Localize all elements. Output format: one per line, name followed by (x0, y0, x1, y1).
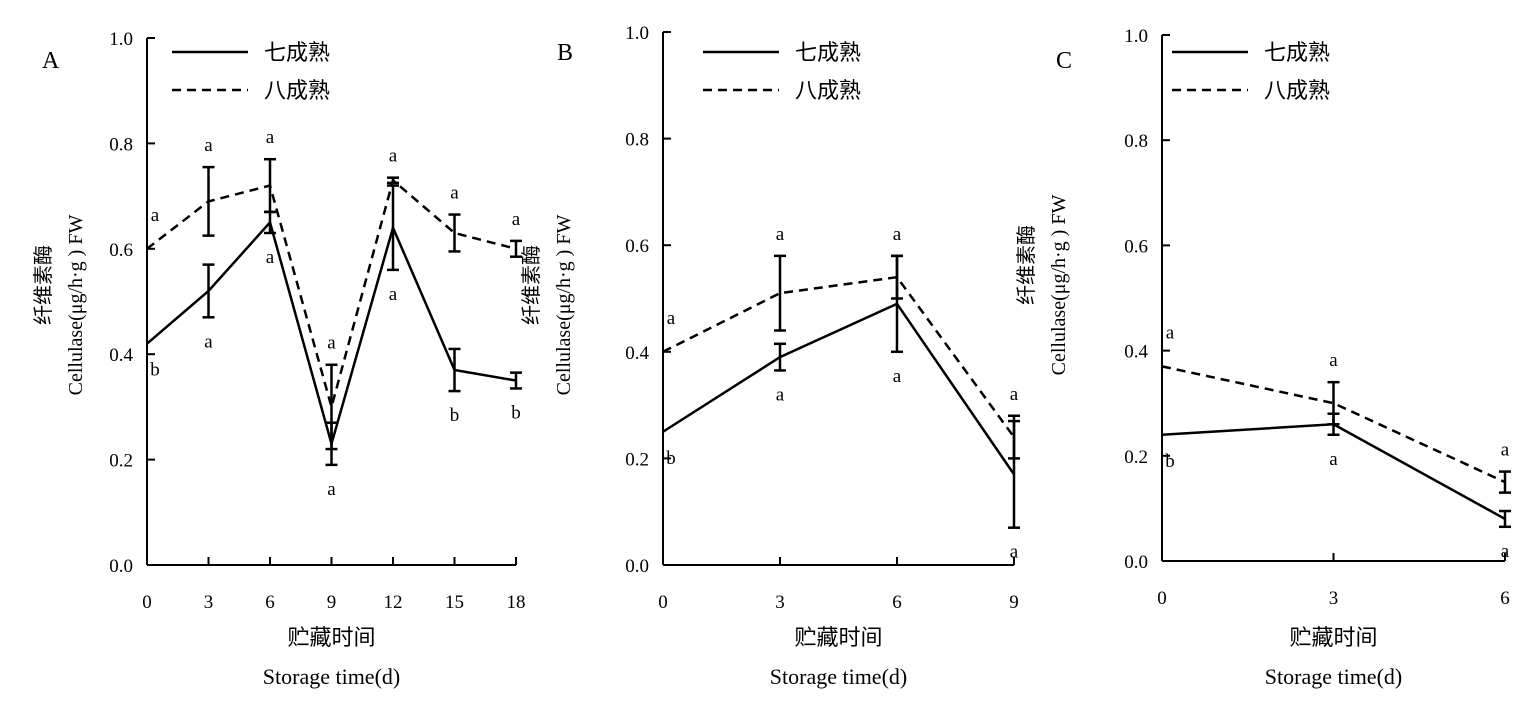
significance-label: a (204, 135, 213, 156)
y-tick-label: 0.2 (625, 449, 649, 470)
significance-label: b (150, 360, 160, 381)
significance-label: a (893, 366, 902, 387)
significance-label: b (1165, 451, 1175, 472)
x-tick-label: 18 (507, 592, 526, 613)
significance-label: a (1329, 449, 1338, 470)
x-tick-label: 9 (1009, 592, 1019, 613)
significance-label: a (1010, 542, 1019, 563)
legend-label: 八成熟 (1264, 78, 1330, 103)
legend-label: 八成熟 (264, 78, 330, 103)
x-axis-label-cn: 贮藏时间 (1289, 625, 1377, 650)
y-tick-label: 0.2 (109, 451, 133, 472)
y-tick-label: 1.0 (1124, 26, 1148, 47)
significance-label: b (450, 405, 460, 426)
x-axis-label: Storage time(d) (1265, 664, 1402, 689)
x-tick-label: 6 (892, 592, 902, 613)
y-tick-label: 0.2 (1124, 447, 1148, 468)
significance-label: a (389, 284, 398, 305)
y-tick-label: 0.8 (625, 130, 649, 151)
y-axis-label-cn: 纤维素酶 (1015, 225, 1038, 305)
significance-label: a (450, 183, 459, 204)
x-tick-label: 3 (204, 592, 214, 613)
significance-label: a (1501, 541, 1510, 562)
y-tick-label: 1.0 (625, 23, 649, 44)
panel-letter: B (557, 40, 573, 66)
legend-label: 七成熟 (1264, 40, 1330, 65)
y-tick-label: 0.0 (1124, 552, 1148, 573)
significance-label: a (1329, 350, 1338, 371)
y-tick-label: 1.0 (109, 29, 133, 50)
panel-letter: A (42, 48, 60, 74)
legend-label: 八成熟 (795, 78, 861, 103)
x-axis-label-cn: 贮藏时间 (794, 625, 882, 650)
significance-label: a (893, 224, 902, 245)
significance-label: a (776, 224, 785, 245)
significance-label: a (512, 209, 521, 230)
y-tick-label: 0.6 (1124, 236, 1148, 257)
significance-label: a (151, 205, 160, 226)
x-axis-label-cn: 贮藏时间 (287, 625, 375, 650)
x-tick-label: 3 (1329, 588, 1339, 609)
x-axis-label: Storage time(d) (263, 664, 400, 689)
significance-label: a (1501, 440, 1510, 461)
series-line-solid (662, 302, 1016, 476)
x-tick-label: 9 (327, 592, 337, 613)
y-tick-label: 0.4 (625, 343, 649, 364)
legend-label: 七成熟 (264, 40, 330, 65)
significance-label: a (1166, 322, 1175, 343)
y-axis-label-cn: 纤维素酶 (32, 245, 55, 325)
x-tick-label: 6 (265, 592, 275, 613)
legend-label: 七成熟 (795, 40, 861, 65)
y-axis-label: Cellulase(μg/h·g ) FW (553, 215, 575, 396)
x-tick-label: 0 (658, 592, 668, 613)
series-line-solid (1161, 422, 1506, 521)
x-tick-label: 15 (445, 592, 464, 613)
x-tick-label: 12 (384, 592, 403, 613)
significance-label: a (266, 247, 275, 268)
y-tick-label: 0.0 (109, 556, 133, 577)
x-axis-label: Storage time(d) (770, 664, 907, 689)
y-tick-label: 0.4 (109, 345, 133, 366)
x-tick-label: 3 (775, 592, 785, 613)
y-axis-label: Cellulase(μg/h·g ) FW (1048, 195, 1070, 376)
significance-label: a (667, 308, 676, 329)
x-tick-label: 6 (1500, 588, 1510, 609)
series-line-dashed (1161, 365, 1506, 484)
y-tick-label: 0.0 (625, 556, 649, 577)
significance-label: a (327, 479, 336, 500)
y-tick-label: 0.4 (1124, 342, 1148, 363)
significance-label: a (266, 127, 275, 148)
y-tick-label: 0.8 (1124, 131, 1148, 152)
x-tick-label: 0 (1157, 588, 1167, 609)
x-tick-label: 0 (142, 592, 152, 613)
panel-letter: C (1056, 48, 1072, 74)
y-axis-label-cn: 纤维素酶 (520, 245, 543, 325)
y-tick-label: 0.8 (109, 134, 133, 155)
significance-label: b (511, 402, 521, 423)
significance-label: a (327, 333, 336, 354)
significance-label: a (776, 384, 785, 405)
y-axis-label: Cellulase(μg/h·g ) FW (65, 215, 87, 396)
y-tick-label: 0.6 (109, 240, 133, 261)
significance-label: a (204, 331, 213, 352)
significance-label: a (1010, 384, 1019, 405)
significance-label: b (666, 448, 676, 469)
series-line-dashed (662, 275, 1016, 438)
y-tick-label: 0.6 (625, 236, 649, 257)
significance-label: a (389, 146, 398, 167)
